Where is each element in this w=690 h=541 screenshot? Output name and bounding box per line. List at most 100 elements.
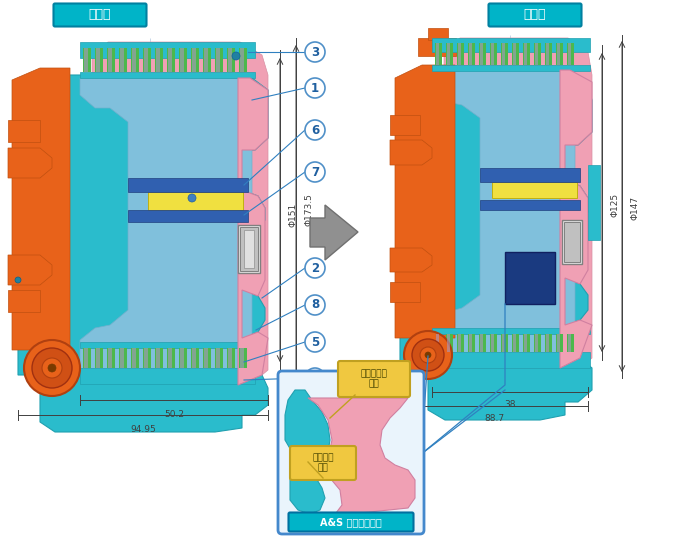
Bar [418, 38, 456, 56]
Bar [390, 282, 420, 302]
Bar [120, 348, 124, 368]
FancyBboxPatch shape [290, 446, 356, 480]
Bar [203, 348, 211, 368]
Text: 2: 2 [311, 261, 319, 274]
Bar [96, 48, 100, 72]
Bar [491, 334, 494, 352]
Circle shape [15, 277, 21, 283]
Bar [228, 348, 232, 368]
Bar [107, 48, 115, 72]
Bar [132, 48, 136, 72]
Bar [545, 334, 552, 352]
Polygon shape [8, 148, 52, 178]
Bar [143, 348, 151, 368]
Bar [390, 115, 420, 135]
Bar [479, 43, 486, 65]
Bar [512, 334, 519, 352]
Bar [227, 48, 235, 72]
Polygon shape [308, 398, 415, 513]
Bar [8, 290, 40, 312]
Bar [191, 348, 199, 368]
Bar [95, 348, 103, 368]
Circle shape [305, 295, 325, 315]
Bar [155, 348, 163, 368]
Bar [131, 48, 139, 72]
Polygon shape [560, 70, 592, 368]
Polygon shape [80, 75, 252, 382]
Bar [128, 178, 248, 192]
Bar [107, 348, 115, 368]
Bar [148, 192, 243, 210]
Text: A&S カム部展開図: A&S カム部展開図 [320, 517, 382, 527]
Bar [108, 48, 112, 72]
Bar [228, 48, 232, 72]
Bar [447, 334, 450, 352]
Bar [204, 348, 208, 368]
Text: 38: 38 [504, 400, 515, 409]
Bar [156, 348, 160, 368]
Circle shape [412, 339, 444, 371]
Polygon shape [8, 255, 52, 285]
Bar [432, 328, 590, 334]
Polygon shape [395, 65, 455, 338]
Bar [131, 348, 139, 368]
Bar [436, 43, 439, 65]
Polygon shape [78, 42, 268, 385]
Bar [244, 230, 254, 268]
Bar [562, 220, 582, 264]
Bar [80, 42, 255, 58]
Bar [216, 48, 220, 72]
Bar [435, 334, 442, 352]
Bar [203, 48, 211, 72]
Circle shape [32, 348, 72, 388]
Bar [457, 43, 464, 65]
Bar [446, 43, 453, 65]
Bar [8, 120, 40, 142]
Circle shape [305, 258, 325, 278]
Bar [80, 72, 255, 78]
Bar [501, 43, 508, 65]
Circle shape [188, 194, 196, 202]
Bar [457, 334, 464, 352]
Bar [80, 368, 255, 384]
Bar [523, 43, 530, 65]
Polygon shape [238, 78, 268, 385]
Bar [80, 342, 255, 348]
Bar [556, 334, 563, 352]
Bar [534, 43, 541, 65]
Bar [240, 227, 258, 271]
Text: Φ173.5: Φ173.5 [304, 194, 313, 227]
Bar [95, 48, 103, 72]
Circle shape [305, 368, 325, 388]
Bar [238, 225, 260, 273]
Bar [215, 48, 223, 72]
Bar [557, 43, 560, 65]
Circle shape [420, 347, 436, 363]
Bar [168, 348, 172, 368]
Bar [480, 168, 580, 182]
Text: Φ125: Φ125 [610, 193, 619, 217]
Bar [447, 43, 450, 65]
Text: 3: 3 [311, 45, 319, 58]
Bar [240, 348, 244, 368]
Bar [120, 48, 124, 72]
Bar [479, 334, 486, 352]
FancyBboxPatch shape [54, 3, 146, 27]
Circle shape [305, 120, 325, 140]
Bar [458, 43, 461, 65]
Text: アシスト
カム: アシスト カム [313, 453, 334, 473]
Text: 改善前: 改善前 [89, 9, 111, 22]
Bar [119, 348, 127, 368]
Bar [227, 348, 235, 368]
Polygon shape [432, 38, 592, 375]
Bar [546, 43, 549, 65]
Bar [215, 348, 223, 368]
Bar [84, 48, 88, 72]
Bar [128, 210, 248, 222]
Bar [108, 348, 112, 368]
Bar [535, 43, 538, 65]
Polygon shape [400, 68, 592, 420]
Text: 1: 1 [311, 82, 319, 95]
Bar [480, 334, 483, 352]
Text: 8: 8 [311, 299, 319, 312]
